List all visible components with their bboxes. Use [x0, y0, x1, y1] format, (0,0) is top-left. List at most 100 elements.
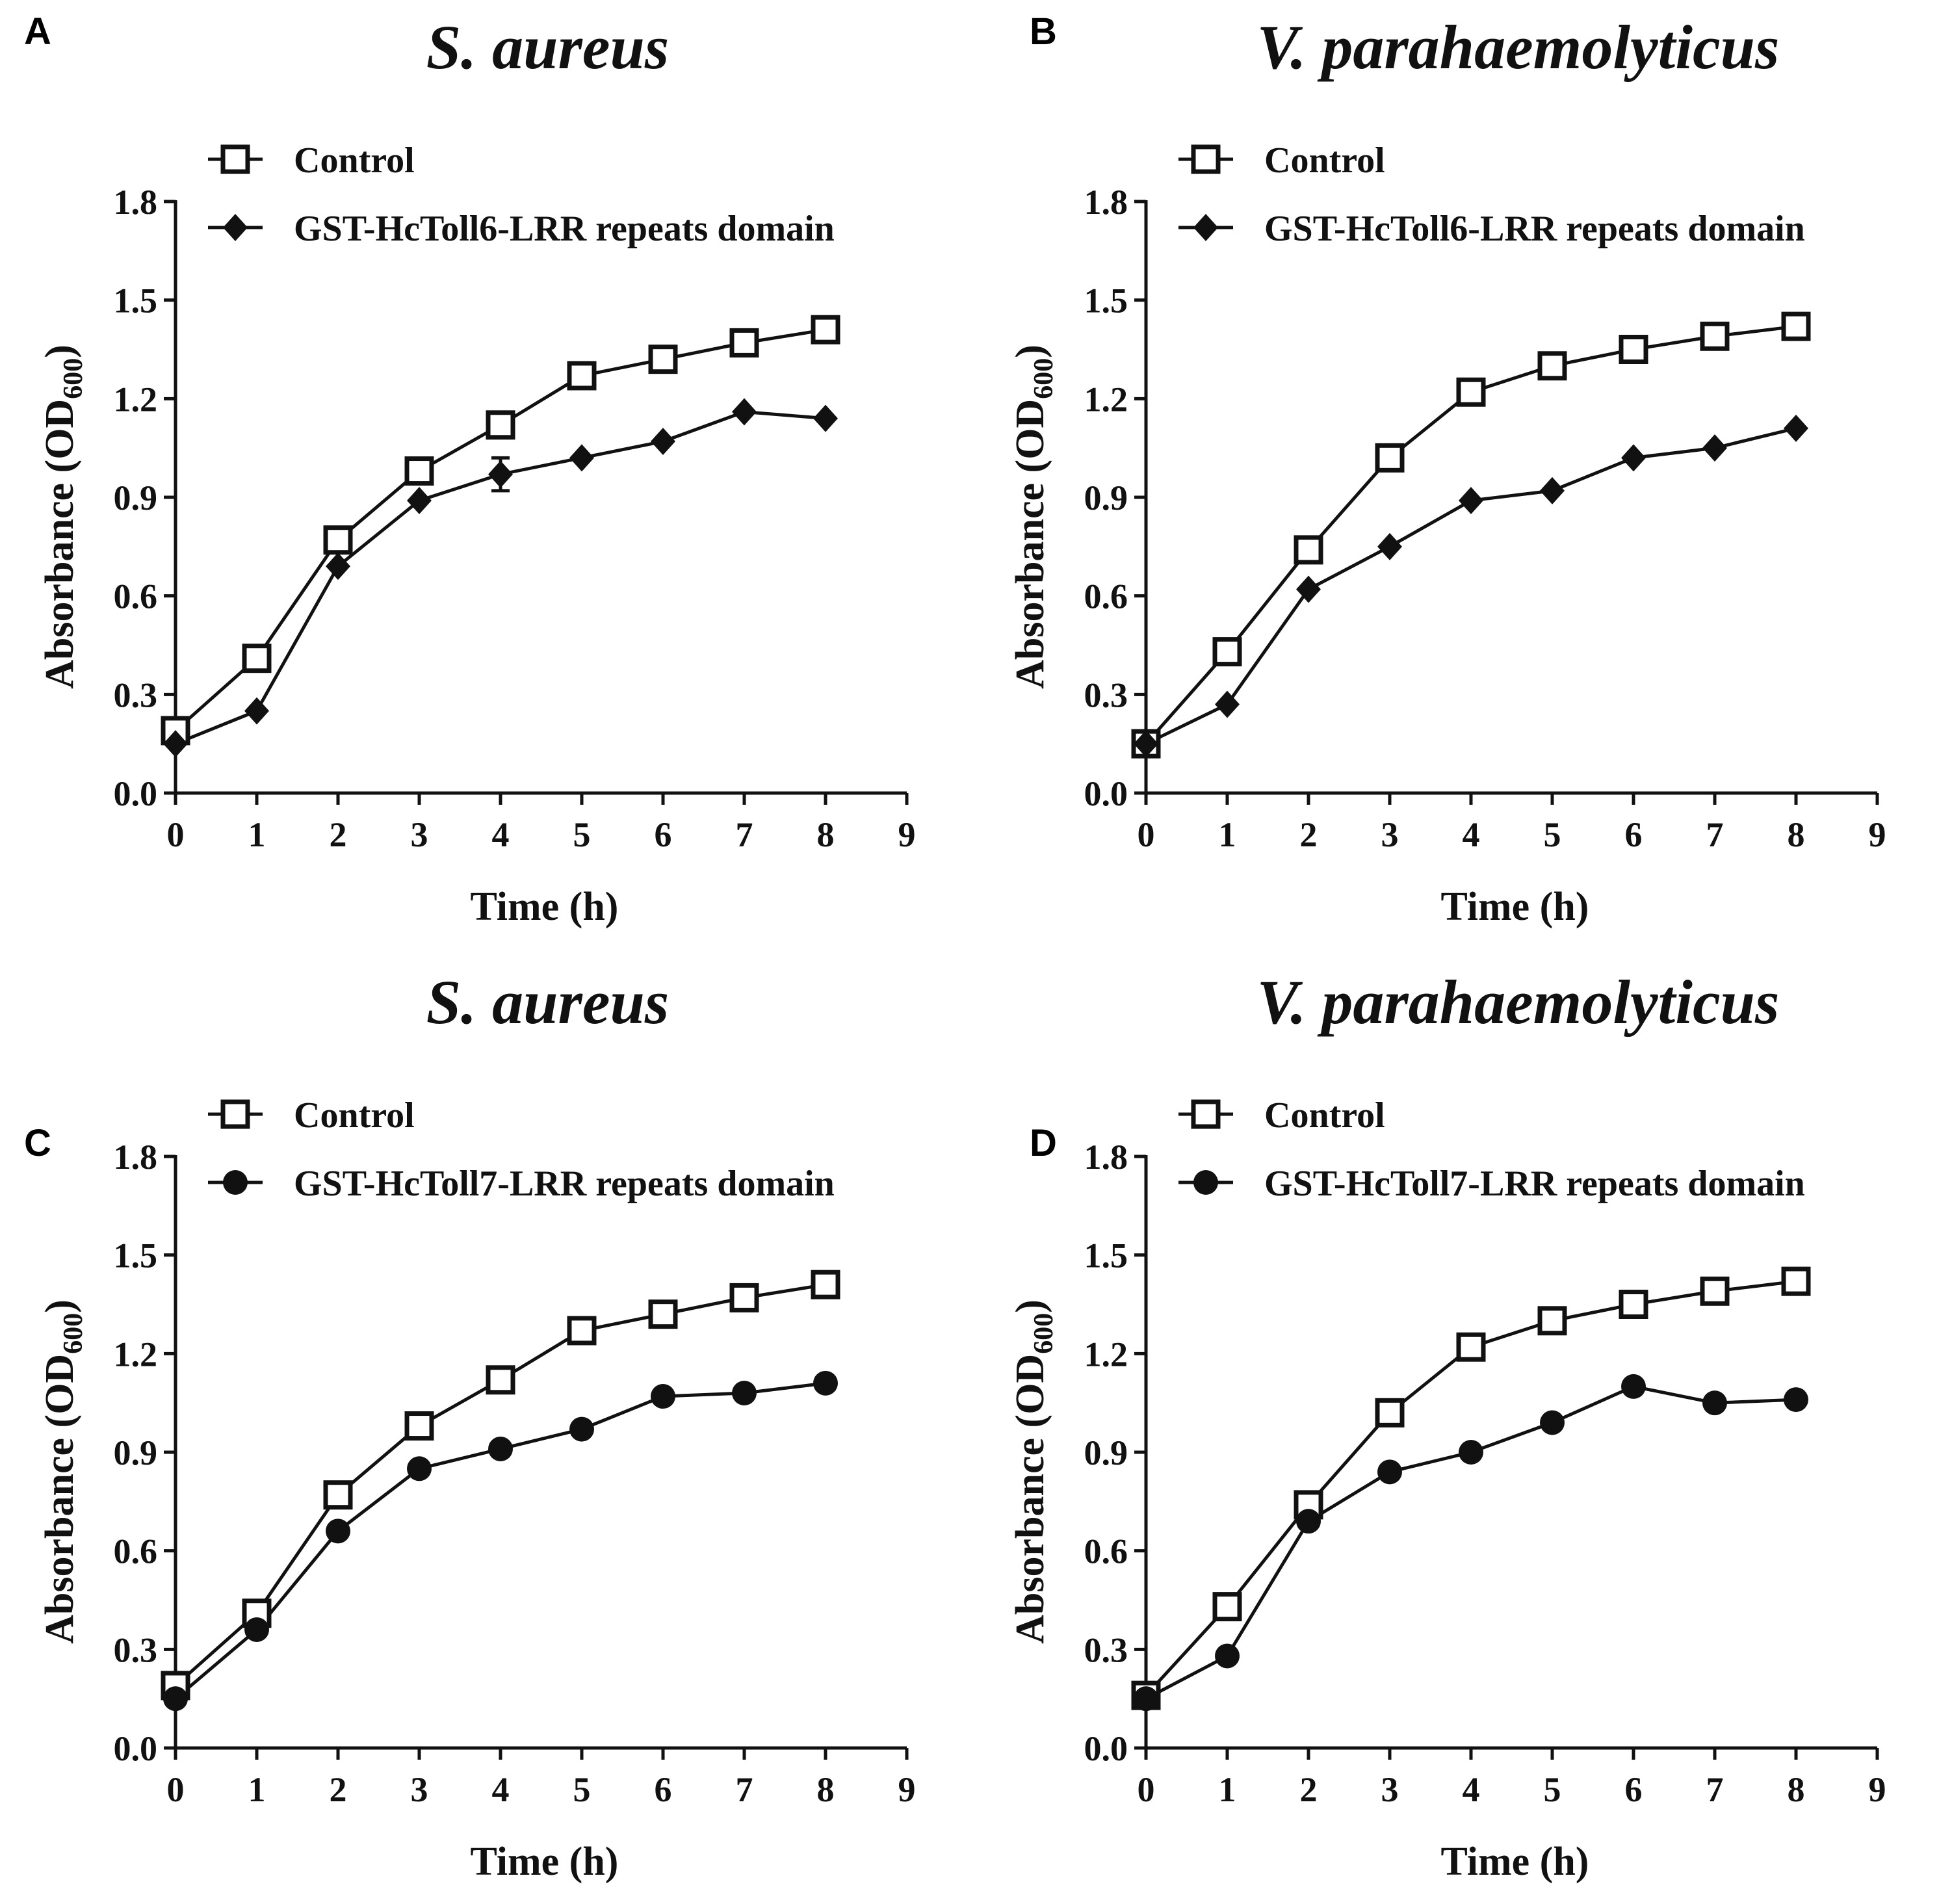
data-point — [1619, 335, 1648, 364]
legend: Control GST-HcToll7-LRR repeats domain — [1178, 1095, 1805, 1204]
data-point — [163, 730, 188, 758]
x-tick-label: 6 — [1625, 815, 1643, 854]
data-point — [407, 1456, 432, 1481]
data-point — [648, 345, 678, 374]
panel-a: A S. aureus 0.0 0.3 0.6 0.9 1.2 1.5 1.8 0 1 2 3 4 5 6 7 8… — [0, 0, 969, 949]
x-tick-label: 0 — [167, 815, 185, 854]
data-point — [1212, 637, 1242, 667]
y-axis-label-subscript: 600 — [59, 1313, 88, 1354]
x-axis-label: Time (h) — [471, 1840, 619, 1884]
x-tick-label: 7 — [1706, 1770, 1724, 1809]
x-tick-label: 4 — [1463, 1770, 1480, 1809]
data-point — [813, 404, 838, 432]
series-line-treatment — [1145, 1385, 1797, 1701]
series-markers-control — [161, 315, 840, 746]
data-point — [648, 1299, 678, 1329]
data-point — [323, 525, 353, 555]
chart-b: B V. parahaemolyticus 0.0 0.3 0.6 0.9 1.2 1.5 1.… — [1008, 10, 1886, 929]
data-point — [1537, 351, 1567, 381]
data-point — [1294, 535, 1323, 565]
x-tick-label: 5 — [1544, 815, 1561, 854]
data-point — [651, 428, 675, 456]
data-point — [486, 410, 515, 440]
y-tick-label: 1.2 — [1084, 380, 1128, 419]
data-point — [1781, 1266, 1811, 1296]
data-point — [1537, 1306, 1567, 1336]
legend: Control GST-HcToll6-LRR repeats domain — [208, 140, 835, 249]
data-point — [1621, 444, 1646, 472]
x-tick-label: 5 — [1544, 1770, 1561, 1809]
data-point — [1702, 434, 1727, 462]
legend-marker — [223, 1170, 248, 1195]
x-tick-label: 2 — [330, 1770, 347, 1809]
data-point — [323, 1480, 353, 1510]
x-tick-label: 0 — [1138, 1770, 1155, 1809]
y-tick-label: 1.5 — [114, 281, 158, 320]
x-tick-label: 1 — [248, 1770, 266, 1809]
data-point — [404, 456, 434, 486]
y-tick-label: 0.9 — [1084, 478, 1128, 517]
y-tick-label: 0.3 — [1084, 1630, 1128, 1669]
series-markers-control — [1131, 311, 1811, 759]
legend: Control GST-HcToll7-LRR repeats domain — [208, 1095, 835, 1204]
y-tick-label: 1.2 — [114, 380, 158, 419]
x-tick-label: 7 — [1706, 815, 1724, 854]
x-tick-label: 3 — [1381, 1770, 1399, 1809]
legend-marker — [1191, 1099, 1221, 1129]
chart-title: V. parahaemolyticus — [1257, 12, 1780, 82]
data-point — [813, 1370, 838, 1396]
data-point — [1784, 1387, 1808, 1413]
y-axis-label: Absorbance (OD600) — [38, 1299, 88, 1644]
y-axis-label-subscript: 600 — [1029, 358, 1059, 399]
data-point — [567, 361, 597, 391]
data-point — [244, 1617, 269, 1642]
y-tick-label: 1.8 — [114, 183, 158, 222]
series-line-treatment — [1145, 426, 1797, 746]
chart-title: S. aureus — [426, 12, 670, 82]
x-tick-label: 6 — [1625, 1770, 1643, 1809]
y-tick-label: 0.3 — [1084, 675, 1128, 714]
series-line-control — [174, 1283, 826, 1687]
legend: Control GST-HcToll6-LRR repeats domain — [1178, 140, 1805, 249]
y-tick-label: 0.3 — [114, 1630, 158, 1669]
data-point — [1215, 1643, 1240, 1669]
x-axis-label: Time (h) — [1441, 1840, 1589, 1884]
x-tick-label: 2 — [330, 815, 347, 854]
y-tick-label: 1.5 — [1084, 1236, 1128, 1275]
legend-marker — [1193, 214, 1218, 241]
data-point — [244, 697, 269, 725]
y-tick-label: 0.0 — [114, 1729, 158, 1768]
data-point — [163, 1686, 188, 1712]
y-axis-label-main: Absorbance (OD — [38, 1354, 82, 1644]
x-tick-label: 9 — [1869, 1770, 1886, 1809]
x-axis-label: Time (h) — [471, 885, 619, 929]
y-axis-label-main: Absorbance (OD — [38, 399, 82, 689]
y-axis-label: Absorbance (OD600) — [1008, 1299, 1059, 1644]
y-tick-label: 0.9 — [1084, 1433, 1128, 1472]
series-line-control — [174, 328, 826, 732]
data-point — [1375, 443, 1405, 473]
data-point — [732, 398, 757, 426]
x-tick-label: 1 — [1219, 815, 1236, 854]
data-point — [404, 1411, 434, 1441]
y-axis-label-subscript: 600 — [1029, 1313, 1059, 1354]
x-tick-label: 1 — [1219, 1770, 1236, 1809]
y-tick-label: 0.6 — [114, 1532, 158, 1571]
data-point — [326, 553, 350, 580]
legend-marker — [1193, 1170, 1218, 1195]
y-tick-label: 0.6 — [1084, 1532, 1128, 1571]
x-tick-label: 0 — [1138, 815, 1155, 854]
legend-label: Control — [1264, 1095, 1385, 1136]
data-point — [1540, 476, 1565, 504]
data-point — [811, 315, 840, 345]
x-tick-label: 8 — [1788, 815, 1805, 854]
y-tick-label: 1.8 — [114, 1138, 158, 1177]
chart-a: A S. aureus 0.0 0.3 0.6 0.9 1.2 1.5 1.8 0 1 2 3 4 5 6 7 8… — [24, 10, 915, 929]
x-tick-label: 6 — [655, 815, 672, 854]
data-point — [732, 1381, 757, 1405]
data-point — [1784, 414, 1808, 442]
data-point — [569, 1416, 594, 1442]
legend-label: GST-HcToll7-LRR repeats domain — [294, 1164, 835, 1204]
y-axis-label-close: ) — [38, 1299, 82, 1313]
data-point — [1619, 1290, 1648, 1319]
